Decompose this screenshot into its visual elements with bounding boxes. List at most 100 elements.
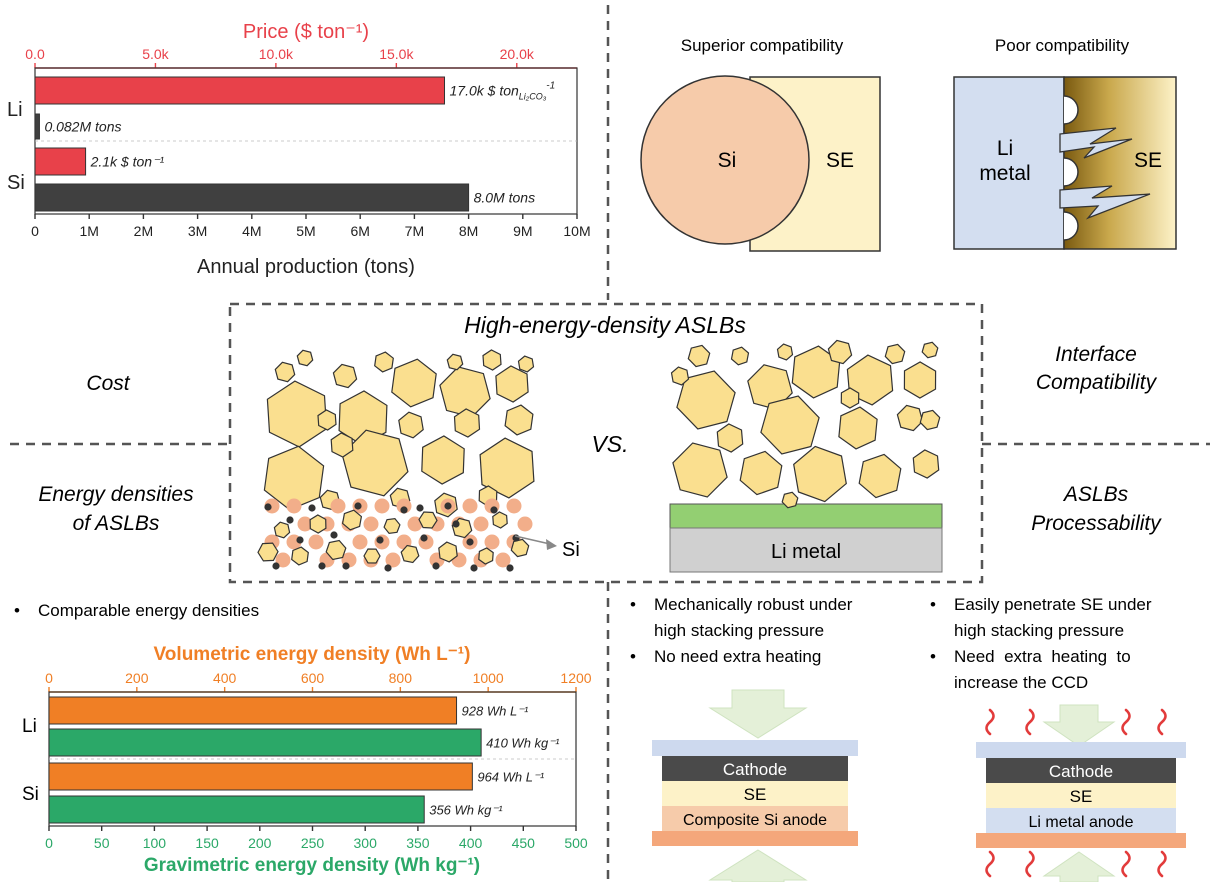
bullet-dot: • xyxy=(930,647,936,666)
chart1-bottom-tick-label: 8M xyxy=(459,223,478,239)
si-particle-sphere xyxy=(297,516,313,532)
chart2-bottom-axis-label: Gravimetric energy density (Wh kg⁻¹) xyxy=(144,855,480,876)
interface-label-line2: Compatibility xyxy=(1036,371,1158,394)
se-particle-hexagon xyxy=(266,380,328,448)
se-particle-hexagon xyxy=(672,442,728,498)
chart1-label-superscript: -1 xyxy=(546,81,555,92)
si-particle-sphere xyxy=(374,498,390,514)
chart1-bottom-tick-label: 9M xyxy=(513,223,532,239)
carbon-particle-dot xyxy=(384,564,392,572)
se-particle-hexagon xyxy=(482,349,502,371)
void-bumps xyxy=(1063,95,1079,241)
carbon-particle-dot xyxy=(466,538,474,546)
se-particle-hexagon xyxy=(760,395,820,455)
carbon-particle-dot xyxy=(470,564,478,572)
li-se-label: SE xyxy=(1070,787,1093,806)
se-particle-hexagon xyxy=(510,538,530,558)
processability-label-line1: ASLBs xyxy=(1062,483,1129,506)
chart1-top-tick-label: 5.0k xyxy=(142,46,169,62)
se-particle-hexagon xyxy=(317,409,337,431)
se-particle-hexagon xyxy=(400,544,420,564)
si-particle-sphere xyxy=(286,498,302,514)
chart1-bottom-tick-label: 4M xyxy=(242,223,261,239)
carbon-particle-dot xyxy=(452,520,460,528)
chart2-top-tick-label: 400 xyxy=(213,670,237,686)
si-particle-sphere xyxy=(275,552,291,568)
chart1-category-si: Si xyxy=(7,172,25,194)
se-particle-hexagon xyxy=(296,349,314,367)
chart1-data-label: 0.082M tons xyxy=(44,119,121,135)
carbon-particle-dot xyxy=(376,536,384,544)
si-pointer-label: Si xyxy=(562,539,580,561)
li-metal-electrode: Li metal xyxy=(669,339,943,573)
se-particle-hexagon xyxy=(716,423,744,453)
se-particle-hexagon xyxy=(374,351,394,373)
chart2-bottom-tick-label: 0 xyxy=(45,835,53,851)
si-pointer-line xyxy=(514,535,551,545)
li-top-current-collector xyxy=(976,742,1186,758)
se-particle-hexagon xyxy=(687,344,711,368)
chart1-bar xyxy=(34,147,87,176)
chart2-bar xyxy=(48,795,425,824)
chart1-bottom-tick-label: 3M xyxy=(188,223,207,239)
si-bullet-line2: high stacking pressure xyxy=(654,621,824,640)
se-particle-hexagon xyxy=(309,514,327,534)
carbon-particle-dot xyxy=(506,564,514,572)
si-cathode-layer xyxy=(662,756,848,781)
chart2-bottom-tick-label: 400 xyxy=(459,835,483,851)
pressure-arrow-down-icon xyxy=(1042,704,1116,747)
heat-wave-icon xyxy=(985,850,995,878)
se-particle-hexagon xyxy=(827,339,853,365)
carbon-particle-dot xyxy=(296,536,304,544)
li-bullet-line2: high stacking pressure xyxy=(954,621,1124,640)
li-metal-label-line1: Li xyxy=(997,137,1013,160)
se-particle-hexagon xyxy=(504,404,534,436)
li-bullet-line3: Need extra heating to xyxy=(954,647,1131,666)
carbon-particle-dot xyxy=(416,504,424,512)
chart2-bottom-tick-label: 200 xyxy=(248,835,272,851)
se-particle-hexagon xyxy=(517,355,535,373)
si-particle-sphere xyxy=(517,516,533,532)
se-particle-hexagon xyxy=(919,409,941,431)
chart2-top-tick-label: 800 xyxy=(389,670,413,686)
heat-wave-icon xyxy=(1025,850,1035,878)
carbon-particle-dot xyxy=(308,504,316,512)
chart1-bottom-tick-label: 10M xyxy=(563,223,590,239)
se-particle-hexagon xyxy=(921,341,939,359)
chart1-data-label: 8.0M tons xyxy=(474,190,535,206)
chart1-bottom-tick-label: 5M xyxy=(296,223,315,239)
chart2-bottom-tick-label: 50 xyxy=(94,835,110,851)
se-particle-hexagon xyxy=(912,449,940,479)
se-particle-hexagon xyxy=(418,511,438,529)
interface-label-line1: Interface xyxy=(1055,343,1137,366)
si-bullet-line3: No need extra heating xyxy=(654,647,821,666)
carbon-particle-dot xyxy=(286,516,294,524)
vs-label: VS. xyxy=(591,431,628,457)
se-particle-hexagon xyxy=(330,432,354,458)
price-production-chart: Price ($ ton⁻¹) 0.0 5.0k 10.0k 15.0k 20.0k 1… xyxy=(7,21,591,278)
chart2-bar xyxy=(48,696,458,725)
dendrite-2 xyxy=(1059,185,1151,220)
carbon-particle-dot xyxy=(420,534,428,542)
se-particle-hexagon xyxy=(257,542,279,562)
chart2-bar xyxy=(48,762,473,791)
chart2-top-tick-label: 200 xyxy=(125,670,149,686)
chart1-top-tick-label: 20.0k xyxy=(500,46,535,62)
se-particle-hexagon xyxy=(273,521,291,539)
se-particle-hexagon xyxy=(479,437,535,499)
li-metal-block xyxy=(953,76,1065,250)
chart1-bottom-axis-label: Annual production (tons) xyxy=(197,256,415,278)
superior-compat-title: Superior compatibility xyxy=(681,36,844,55)
se-particle-hexagon xyxy=(730,346,750,366)
chart2-bottom-tick-label: 500 xyxy=(564,835,588,851)
se-particle-hexagon xyxy=(739,450,783,496)
pressure-arrow-up-icon xyxy=(708,849,808,882)
se-particle-hexagon xyxy=(332,363,358,389)
si-particle-sphere xyxy=(462,498,478,514)
li-se-layer xyxy=(986,783,1176,808)
carbon-particle-dot xyxy=(432,562,440,570)
heat-wave-icons xyxy=(985,708,1167,878)
heat-wave-icon xyxy=(1121,850,1131,878)
chart2-bottom-tick-label: 300 xyxy=(354,835,378,851)
